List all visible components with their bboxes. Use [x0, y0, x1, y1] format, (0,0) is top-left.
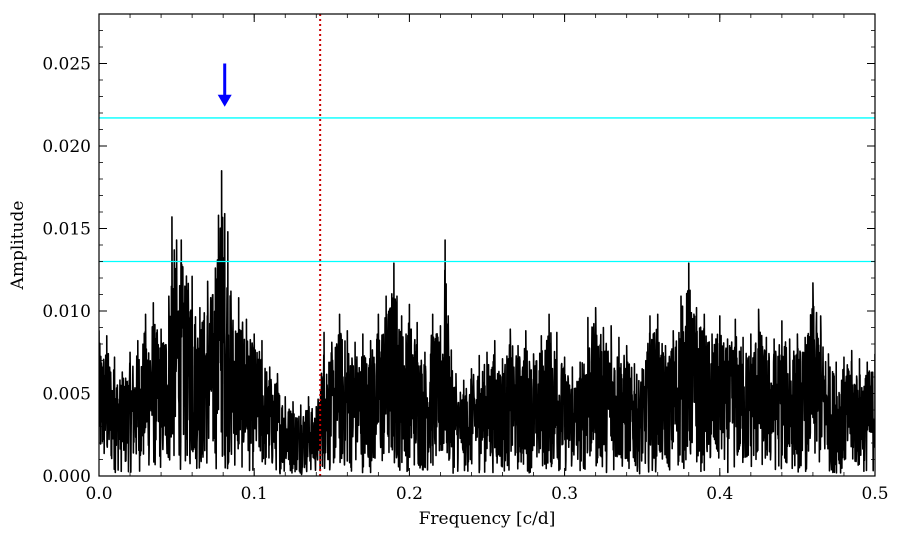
y-axis-label: Amplitude — [8, 201, 28, 291]
x-tick-label: 0.2 — [396, 484, 423, 504]
y-tick-label: 0.005 — [42, 385, 91, 405]
x-tick-label: 0.0 — [85, 484, 112, 504]
x-tick-label: 0.1 — [241, 484, 268, 504]
y-tick-label: 0.015 — [42, 220, 91, 240]
y-tick-label: 0.000 — [42, 467, 91, 487]
series-line-0 — [99, 169, 875, 476]
plot-area — [98, 14, 876, 476]
x-axis-label: Frequency [c/d] — [419, 509, 556, 529]
y-tick-label: 0.020 — [42, 137, 91, 157]
peak-arrow-head — [217, 94, 232, 107]
axis-ticks: 0.0 0.1 0.2 0.3 0.4 0.5 0.000 0.005 0.010 0.015 0.… — [42, 13, 889, 504]
y-tick-label: 0.025 — [42, 55, 91, 75]
y-tick-label: 0.010 — [42, 302, 91, 322]
x-tick-label: 0.4 — [706, 484, 733, 504]
x-tick-label: 0.5 — [861, 484, 888, 504]
x-tick-label: 0.3 — [551, 484, 578, 504]
